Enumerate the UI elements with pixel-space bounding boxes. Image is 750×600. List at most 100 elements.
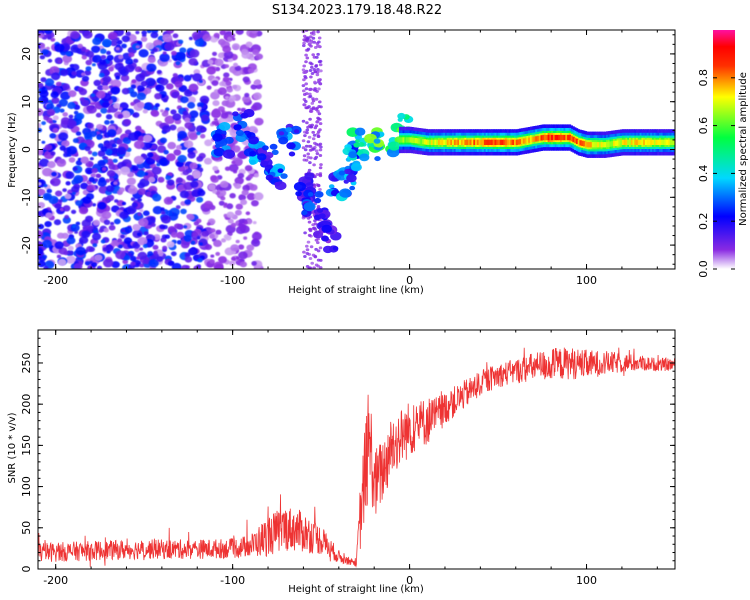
heat-noise-blob: [123, 119, 131, 126]
heat-ridge-cell: [436, 139, 439, 145]
heat-noise-blob: [308, 94, 313, 98]
heat-noise-blob: [317, 117, 321, 121]
heat-noise-blob: [254, 117, 264, 126]
heat-noise-blob: [67, 245, 74, 251]
heat-noise-blob: [308, 109, 313, 113]
heat-noise-blob: [218, 200, 225, 206]
heat-noise-blob: [302, 154, 307, 158]
heat-noise-blob: [303, 103, 307, 107]
heat-noise-blob: [95, 173, 101, 178]
heat-noise-blob: [305, 121, 309, 125]
heat-noise-blob: [59, 145, 66, 151]
heat-noise-blob: [153, 250, 158, 255]
heat-noise-blob: [43, 265, 49, 269]
heat-noise-blob: [307, 144, 312, 148]
heat-noise-blob: [64, 193, 72, 200]
heat-noise-blob: [198, 242, 203, 246]
heat-noise-blob: [109, 177, 115, 182]
heat-noise-blob: [229, 193, 236, 199]
heat-noise-blob: [204, 200, 213, 209]
heat-noise-blob: [137, 135, 145, 142]
heat-transition-blob: [280, 173, 288, 179]
heat-noise-blob: [313, 255, 318, 259]
heat-noise-blob: [242, 95, 251, 103]
heat-ridge-cell: [468, 139, 471, 145]
heat-noise-blob: [312, 226, 317, 230]
heat-noise-blob: [61, 83, 70, 91]
heat-noise-blob: [137, 251, 148, 260]
heat-noise-blob: [241, 189, 249, 196]
heat-ridge-cell: [420, 138, 423, 144]
heat-ridge-cell: [452, 139, 455, 145]
heat-noise-blob: [81, 230, 91, 238]
heat-noise-blob: [130, 261, 136, 266]
heat-noise-blob: [164, 234, 171, 239]
heat-noise-blob: [237, 107, 242, 112]
heat-noise-blob: [226, 87, 233, 93]
heat-noise-blob: [175, 51, 186, 61]
heat-noise-blob: [310, 72, 315, 75]
heat-noise-blob: [246, 192, 256, 201]
heat-ridge-cell: [404, 137, 407, 143]
heat-noise-blob: [108, 31, 118, 40]
heat-noise-blob: [58, 247, 68, 255]
heat-ridge-cell: [453, 139, 457, 145]
heat-ridge-cell: [501, 139, 504, 145]
heat-ridge-cell: [517, 139, 520, 145]
heat-ridge-cell: [568, 134, 572, 141]
x-tick-label: 100: [576, 274, 597, 287]
heat-noise-blob: [306, 47, 311, 51]
heat-noise-blob: [222, 45, 232, 53]
heat-noise-blob: [115, 75, 121, 80]
heat-noise-blob: [242, 76, 250, 83]
heat-noise-blob: [166, 153, 176, 162]
heat-noise-blob: [318, 59, 323, 63]
heat-noise-blob: [51, 97, 60, 104]
heat-noise-blob: [56, 158, 67, 167]
heat-ridge-cell: [514, 139, 517, 145]
heat-ridge-cell: [427, 139, 430, 145]
heat-noise-blob: [166, 241, 175, 248]
heat-noise-blob: [187, 96, 196, 104]
heat-noise-blob: [228, 98, 234, 103]
heat-ridge-cell: [623, 139, 627, 145]
heat-noise-blob: [130, 91, 138, 98]
heat-noise-blob: [106, 169, 116, 178]
heat-noise-blob: [46, 188, 53, 194]
heat-noise-blob: [103, 227, 109, 233]
heat-ridge-cell: [657, 139, 660, 145]
heat-noise-blob: [302, 93, 307, 96]
heat-noise-blob: [249, 184, 258, 191]
heat-noise-blob: [134, 66, 142, 73]
heat-ridge-cell: [535, 136, 538, 142]
heat-noise-blob: [231, 145, 241, 153]
heat-noise-blob: [97, 201, 107, 210]
heat-noise-blob: [202, 34, 212, 42]
heat-noise-blob: [304, 70, 309, 74]
heat-noise-blob: [196, 131, 201, 136]
heat-noise-blob: [316, 68, 320, 71]
heat-noise-blob: [65, 181, 71, 186]
heat-noise-blob: [65, 255, 76, 264]
heat-noise-blob: [159, 224, 166, 230]
heat-noise-blob: [55, 81, 62, 87]
heat-ridge-cell: [533, 136, 536, 142]
heat-noise-blob: [199, 95, 210, 104]
heat-noise-blob: [116, 146, 127, 155]
x-tick-label: -100: [220, 274, 245, 287]
heat-noise-blob: [81, 55, 88, 60]
heat-noise-blob: [176, 231, 185, 239]
heat-noise-blob: [220, 196, 226, 201]
heat-ridge-cell: [439, 139, 443, 145]
heat-noise-blob: [145, 42, 155, 50]
heat-noise-blob: [50, 91, 59, 99]
heat-noise-blob: [167, 226, 176, 233]
heat-noise-blob: [85, 50, 95, 58]
heat-noise-blob: [318, 100, 322, 104]
heat-noise-blob: [77, 43, 83, 49]
heat-noise-blob: [307, 168, 312, 172]
heat-ridge-cell: [634, 139, 637, 145]
heat-noise-blob: [247, 68, 255, 74]
heat-ridge-cell: [402, 137, 405, 143]
heat-noise-blob: [209, 259, 215, 264]
